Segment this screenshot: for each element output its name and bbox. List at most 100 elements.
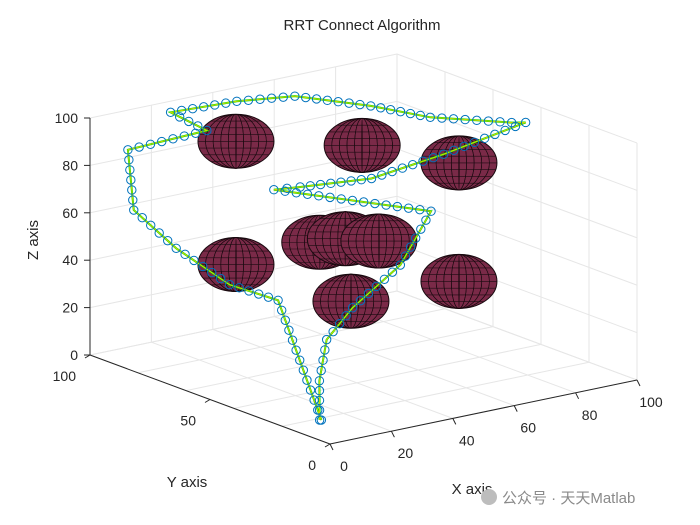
grid-line-z-backwall [89, 195, 398, 261]
tree-node-marker [199, 102, 209, 112]
tree-node-marker [124, 155, 134, 165]
grid-line-x-floor [151, 341, 392, 432]
tree-node-marker [370, 198, 380, 209]
tree-node-marker [190, 128, 201, 138]
x-tick-mark [513, 405, 518, 412]
tree-node-marker [479, 133, 490, 144]
sphere-lower-left [197, 237, 275, 293]
grid-line-y-floor [185, 326, 494, 392]
tree-node-marker [403, 203, 414, 213]
grid-line-z-sidewall [396, 195, 638, 286]
tree-node-marker [375, 103, 386, 113]
tree-node-marker [287, 335, 298, 345]
tree-node-marker [291, 345, 301, 355]
tree-markers [123, 91, 531, 425]
tree-node-marker [162, 235, 173, 246]
tree-node-marker [405, 108, 416, 119]
tree-node-marker [314, 415, 325, 425]
tree-node-marker [356, 175, 367, 185]
x-tick-mark [329, 443, 334, 451]
sphere-upper-right [420, 135, 498, 191]
tree-node-marker [520, 117, 531, 128]
z-tick-label: 40 [62, 252, 78, 268]
tree-node-marker [346, 176, 356, 186]
tree-node-marker [344, 98, 354, 108]
tree-node-marker [381, 200, 391, 210]
tree-node-marker [180, 249, 190, 260]
tree-node-marker [328, 326, 338, 337]
tree-node-marker [355, 99, 365, 110]
tree-node-marker [459, 141, 469, 152]
x-tick-label: 80 [582, 407, 598, 423]
tree-node-marker [284, 325, 294, 335]
tree-node-marker [426, 206, 436, 216]
tree-node-marker [280, 186, 290, 196]
sphere-upper-left [197, 113, 275, 169]
tree-node-marker [377, 170, 387, 180]
grid-line-z-sidewall [396, 290, 638, 381]
tree-node-marker [280, 315, 291, 325]
grid-line-x-floor [212, 328, 453, 419]
tree-node-marker [490, 129, 500, 140]
tree-node-marker [154, 228, 164, 238]
tree-node-marker [395, 106, 406, 117]
tree-node-marker [355, 295, 366, 306]
sphere-upper-center [323, 117, 401, 173]
tree-node-marker [314, 395, 325, 406]
x-tick-mark [390, 430, 395, 438]
tree-node-marker [157, 136, 167, 147]
chart-title: RRT Connect Algorithm [283, 17, 440, 34]
y-axis-label: Y axis [167, 474, 208, 491]
z-tick-label: 0 [70, 347, 78, 363]
tree-node-marker [315, 179, 326, 190]
tree-node-marker [269, 185, 279, 195]
obstacles [197, 113, 498, 329]
tree-node-marker [387, 166, 397, 177]
tree-node-marker [395, 260, 406, 270]
tree-node-marker [300, 92, 311, 103]
z-axis-label: Z axis [25, 220, 42, 260]
tree-node-marker [210, 100, 220, 110]
tree-node-marker [278, 92, 288, 102]
z-tick-label: 100 [55, 110, 79, 126]
obstacle-meridian [320, 273, 382, 329]
obstacle-meridian [428, 254, 490, 309]
tree-node-marker [168, 134, 178, 144]
tree-node-marker [273, 295, 283, 305]
tree-node-marker [137, 213, 147, 223]
tree-node-marker [215, 273, 226, 284]
x-tick-label: 40 [459, 432, 475, 448]
x-tick-label: 60 [520, 420, 536, 436]
tree-node-marker [418, 156, 428, 166]
tree-node-marker [127, 185, 137, 195]
tree-node-marker [305, 181, 316, 191]
tree-node-marker [336, 177, 346, 187]
tree-node-marker [146, 220, 156, 231]
path-series [126, 95, 527, 421]
tree-node-marker [326, 178, 336, 189]
tree-node-marker [221, 98, 231, 108]
tree-node-marker [290, 91, 300, 101]
tree-node-marker [316, 365, 326, 376]
obstacle-meridian [331, 118, 393, 173]
sphere-lower-right [420, 253, 498, 309]
tree-node-marker [179, 131, 190, 141]
obstacle-meridian [205, 113, 267, 169]
tree-node-marker [126, 175, 136, 185]
tree-node-marker [347, 303, 358, 313]
tree-node-marker [202, 125, 212, 136]
grid-line-y-floor [233, 343, 542, 409]
grid-line-y-floor [137, 308, 446, 374]
grid-line-z-backwall [89, 53, 398, 119]
obstacle-meridian [205, 237, 267, 292]
wechat-icon [481, 489, 497, 505]
grid-line-z-sidewall [396, 53, 638, 144]
tree-node-marker [347, 195, 358, 206]
tree-node-marker [207, 267, 217, 278]
tree-node-marker [408, 159, 418, 170]
x-tick-label: 0 [340, 458, 348, 474]
tree-node-marker [176, 105, 187, 116]
tree-node-marker [410, 233, 421, 243]
tree-node-marker [174, 112, 185, 122]
